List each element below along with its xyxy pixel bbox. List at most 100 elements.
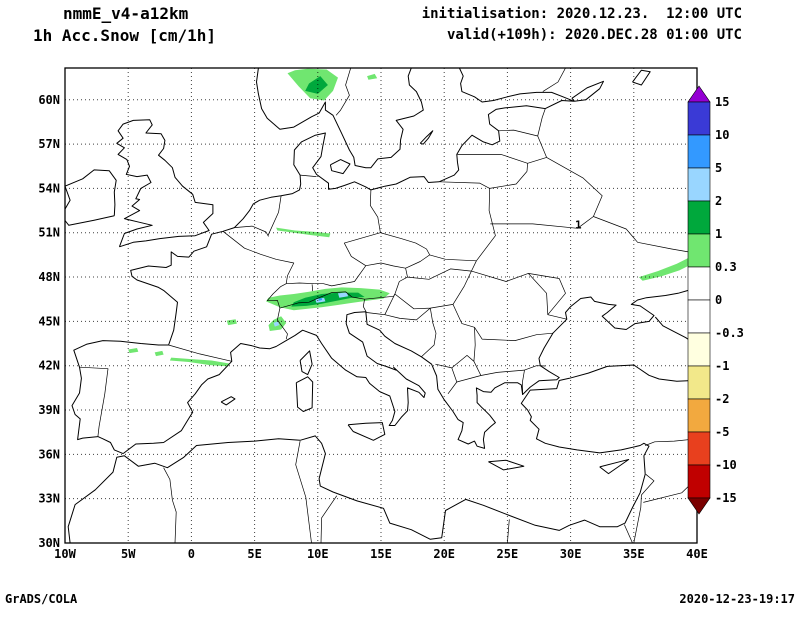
colorbar-segment	[687, 464, 711, 499]
lat-tick-label: 48N	[38, 270, 60, 284]
country-border	[641, 474, 655, 496]
colorbar-label: -10	[715, 458, 737, 472]
snow-region-east-ukraine-band	[638, 254, 696, 281]
coastline	[347, 422, 386, 441]
country-border	[222, 231, 295, 284]
coastline	[71, 68, 575, 455]
country-border	[384, 307, 431, 321]
coastline	[116, 119, 214, 248]
coastline	[65, 169, 117, 226]
lat-tick-label: 42N	[38, 359, 60, 373]
valid-time-label: valid(+109h): 2020.DEC.28 01:00 UTC	[446, 27, 742, 43]
country-border	[645, 438, 697, 446]
coastline	[256, 68, 424, 169]
country-border	[286, 282, 315, 285]
country-border	[473, 327, 482, 376]
lon-tick-label: 5E	[247, 547, 261, 561]
lat-tick-label: 33N	[38, 492, 60, 506]
map-frame	[64, 67, 698, 544]
country-border	[407, 268, 472, 280]
lon-tick-label: 15E	[370, 547, 392, 561]
colorbar-arrow-top	[687, 85, 711, 103]
colorbar-label: -15	[715, 491, 737, 505]
country-border	[457, 154, 528, 172]
country-border	[593, 216, 697, 254]
coastline	[122, 287, 690, 454]
lon-tick-label: 25E	[497, 547, 519, 561]
coastline	[295, 376, 314, 412]
country-border	[300, 174, 317, 177]
country-border	[429, 254, 477, 262]
country-border	[490, 216, 594, 229]
colorbar-segment	[687, 233, 711, 268]
model-title: nmmE_v4-a12km	[63, 4, 189, 23]
colorbar-segment	[687, 134, 711, 169]
colorbar-segment	[687, 200, 711, 235]
contour-label: 1	[575, 218, 582, 231]
colorbar-segment	[687, 266, 711, 301]
country-border	[277, 308, 288, 340]
snow-region-norway-core	[305, 76, 328, 94]
coastline	[571, 80, 604, 102]
coastline	[632, 69, 651, 86]
colorbar-label: -0.3	[715, 326, 744, 340]
country-border	[527, 157, 547, 164]
country-border	[394, 268, 408, 295]
variable-title: 1h Acc.Snow [cm/1h]	[33, 26, 217, 45]
snow-region-pyrenees-band	[169, 357, 230, 367]
country-border	[537, 108, 546, 137]
country-border	[267, 299, 281, 309]
coastline	[419, 130, 434, 145]
country-border	[498, 129, 538, 137]
colorbar-segment	[687, 299, 711, 334]
country-border	[266, 283, 287, 301]
lat-tick-label: 54N	[38, 181, 60, 195]
colorbar-label: 0	[715, 293, 722, 307]
lat-tick-label: 39N	[38, 403, 60, 417]
country-border	[369, 189, 381, 233]
colorbar-label: 10	[715, 128, 729, 142]
country-border	[528, 273, 567, 320]
country-border	[451, 355, 475, 369]
country-border	[279, 291, 365, 309]
country-border	[633, 494, 642, 543]
lat-tick-label: 57N	[38, 137, 60, 151]
lon-tick-label: 0	[188, 547, 195, 561]
lat-tick-label: 60N	[38, 93, 60, 107]
coastline	[329, 159, 351, 175]
country-border	[489, 171, 528, 189]
snow-region-sweden-dot	[367, 73, 378, 80]
country-border	[365, 262, 406, 269]
snow-region-massif-central	[226, 319, 237, 326]
init-time-label: initialisation: 2020.12.23. 12:00 UTC	[421, 6, 742, 22]
country-border	[343, 232, 381, 266]
snow-region-germany-band	[276, 227, 331, 238]
colorbar-label: -1	[715, 359, 729, 373]
lon-tick-label: 10E	[307, 547, 329, 561]
colorbar-segment	[687, 431, 711, 466]
colorbar-segment	[687, 167, 711, 202]
snow-region-alps-blue-east	[338, 292, 349, 298]
country-border	[335, 68, 352, 116]
coastline	[220, 396, 236, 406]
country-border	[79, 366, 109, 437]
country-border	[471, 260, 477, 272]
colorbar-label: 15	[715, 95, 729, 109]
snow-region-cantabria-east	[154, 350, 164, 357]
snow-region-piedmont-blue	[273, 321, 280, 327]
colorbar-label: 0.3	[715, 260, 737, 274]
country-border	[524, 365, 546, 371]
colorbar-segment	[687, 365, 711, 400]
lat-tick-label: 30N	[38, 536, 60, 550]
country-border	[234, 225, 269, 237]
country-border	[528, 273, 566, 315]
country-border	[476, 188, 496, 262]
country-border	[168, 344, 232, 362]
country-border	[380, 232, 431, 256]
grads-credit: GrADS/COLA	[5, 592, 78, 606]
country-border	[295, 441, 312, 543]
map-inner-layers: 1	[65, 68, 697, 543]
country-border	[311, 284, 314, 292]
